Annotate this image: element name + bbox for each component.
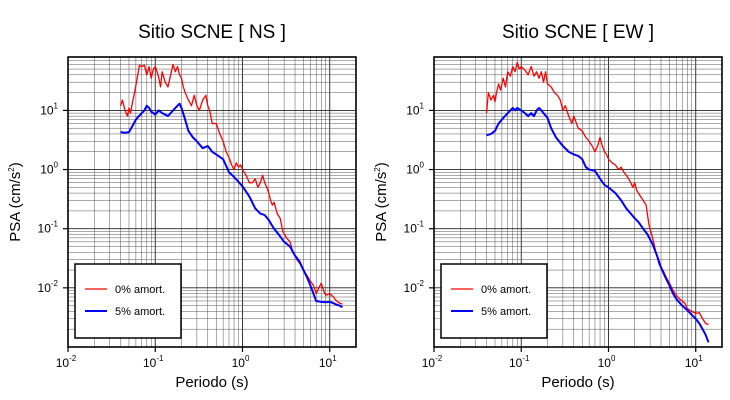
x-tick-label: 10-1 — [143, 354, 164, 370]
series-line-1 — [486, 106, 710, 343]
x-axis-label: Periodo (s) — [175, 374, 248, 391]
x-tick-label: 100 — [232, 354, 250, 370]
chart-panel-ew: Sitio SCNE [ EW ] 10-2 10-1 100 101 10-2 10-1… — [373, 22, 723, 391]
x-tick-label: 101 — [685, 354, 703, 370]
x-axis-label: Periodo (s) — [541, 374, 614, 391]
chart-title: Sitio SCNE [ EW ] — [502, 22, 654, 43]
series-line-1 — [120, 102, 343, 309]
plot-frame — [433, 56, 723, 348]
x-tick-label: 10-1 — [509, 354, 530, 370]
plot-frame — [67, 56, 357, 348]
x-tick-label: 100 — [598, 354, 616, 370]
legend-label-0: 0% amort. — [481, 284, 531, 296]
legend-label-1: 5% amort. — [481, 306, 531, 318]
y-axis-label: PSA (cm/s2) — [373, 162, 390, 241]
x-tick-label: 10-2 — [422, 354, 443, 370]
y-tick-label: 10-1 — [404, 220, 425, 236]
y-tick-label: 10-1 — [38, 220, 59, 236]
legend: 0% amort. 5% amort. — [440, 263, 548, 339]
y-tick-label: 10-2 — [404, 279, 425, 295]
y-tick-label: 101 — [406, 101, 424, 117]
legend-label-0: 0% amort. — [115, 284, 165, 296]
x-tick-label: 101 — [319, 354, 337, 370]
chart-panel-ns: Sitio SCNE [ NS ] 10-2 10-1 100 101 10-2 10-1… — [7, 22, 357, 391]
y-tick-label: 101 — [40, 101, 58, 117]
y-tick-label: 10-2 — [38, 279, 59, 295]
legend-box — [440, 263, 548, 339]
y-axis-label: PSA (cm/s2) — [7, 162, 24, 241]
series-lines — [485, 61, 710, 343]
series-lines — [119, 63, 343, 309]
y-tick-label: 100 — [406, 161, 424, 177]
legend-box — [74, 263, 182, 339]
legend-label-1: 5% amort. — [115, 306, 165, 318]
y-tick-label: 100 — [40, 161, 58, 177]
x-tick-label: 10-2 — [56, 354, 77, 370]
legend: 0% amort. 5% amort. — [74, 263, 182, 339]
tick-labels: 10-2 10-1 100 101 10-2 10-1 100 101 — [38, 101, 338, 370]
chart-title: Sitio SCNE [ NS ] — [138, 22, 286, 43]
